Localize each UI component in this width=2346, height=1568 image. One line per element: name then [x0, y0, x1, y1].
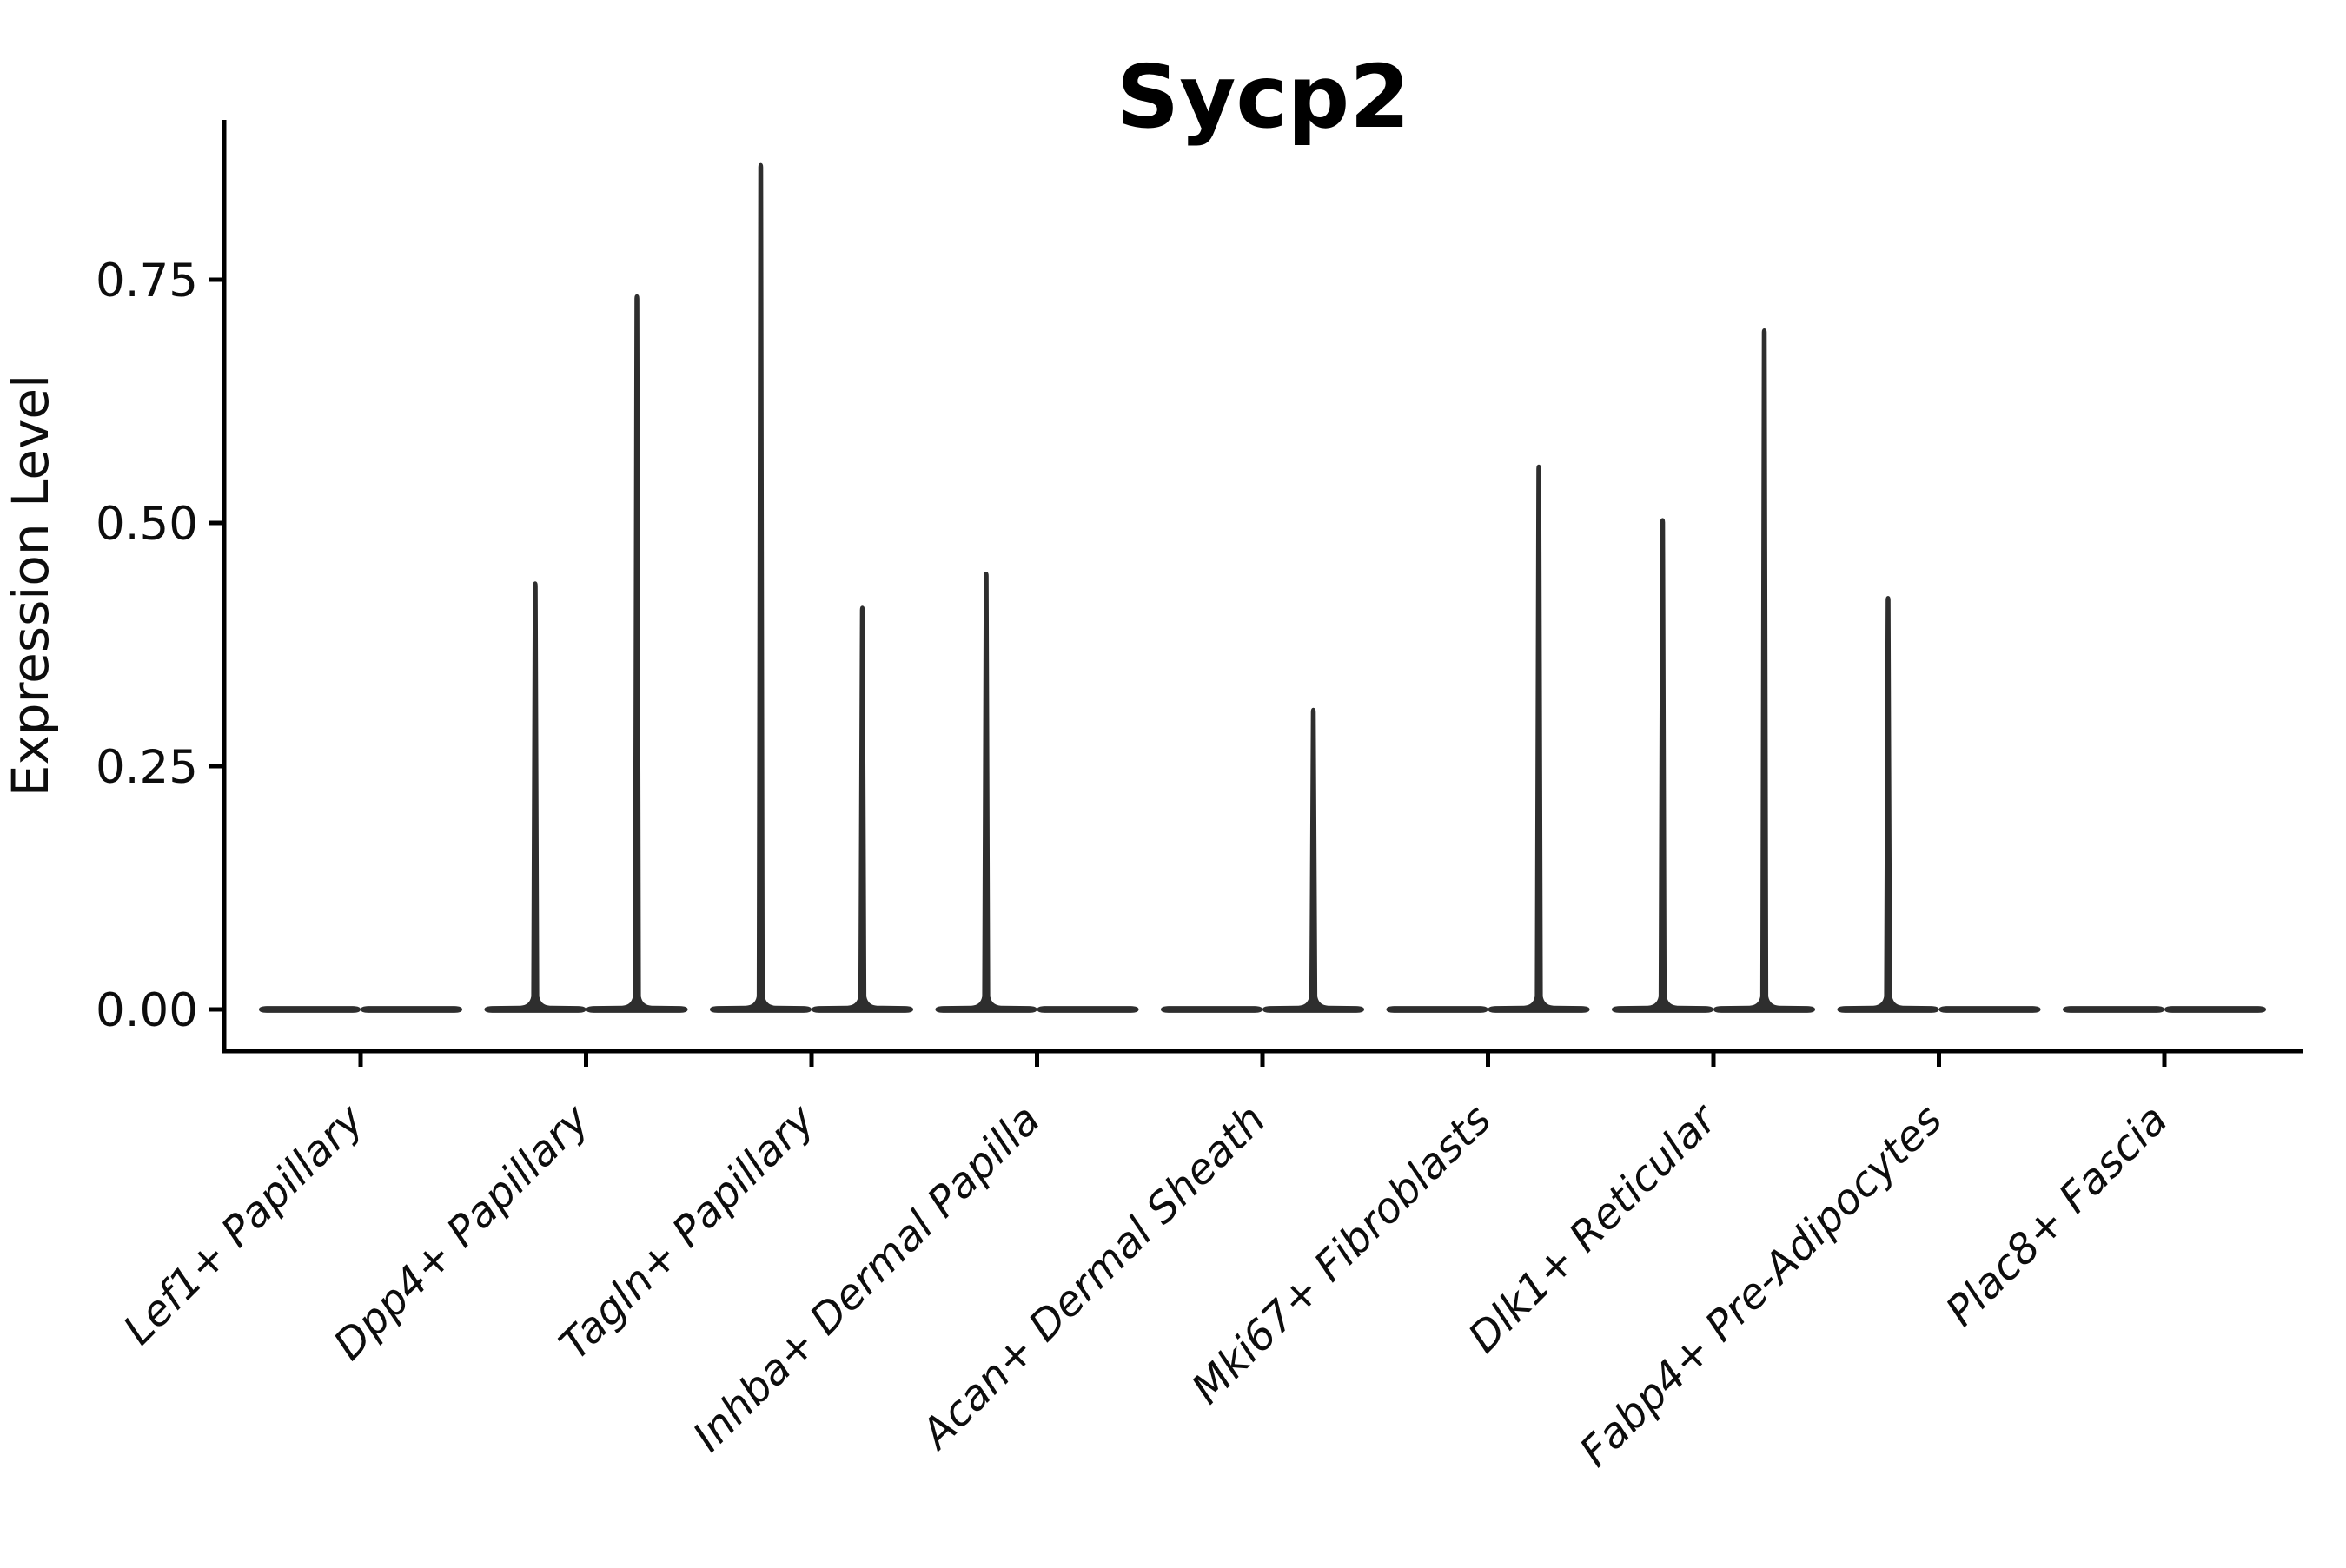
- violin-with-spike: [1488, 464, 1590, 1013]
- violin-with-spike: [1713, 328, 1815, 1013]
- violin-flat: [259, 1006, 361, 1013]
- violin-with-spike: [586, 294, 688, 1013]
- violin-with-spike: [1612, 518, 1713, 1013]
- violin-with-spike: [812, 605, 913, 1013]
- y-axis-label: Expression Level: [1, 374, 60, 797]
- violin-flat: [2063, 1006, 2164, 1013]
- violin-with-spike: [710, 162, 812, 1013]
- y-tick-label: 0.25: [96, 741, 198, 794]
- chart-title: Sycp2: [1117, 46, 1410, 148]
- violin-flat: [1037, 1006, 1139, 1013]
- y-tick-label: 0.00: [96, 984, 198, 1037]
- violin-with-spike: [935, 572, 1037, 1013]
- violin-flat: [361, 1006, 462, 1013]
- violin-with-spike: [1837, 596, 1939, 1013]
- violin-flat: [2164, 1006, 2266, 1013]
- y-tick-label: 0.75: [96, 255, 198, 308]
- x-tick-label: Fabp4+ Pre-Adipocytes: [1570, 1095, 1952, 1477]
- violin-flat: [1386, 1006, 1488, 1013]
- violin-with-spike: [484, 581, 586, 1013]
- y-tick-label: 0.50: [96, 498, 198, 551]
- violin-flat: [1938, 1006, 2041, 1013]
- violin-with-spike: [1262, 707, 1364, 1013]
- violin-flat: [1161, 1006, 1262, 1013]
- x-tick-label: Dlk1+ Reticular: [1459, 1094, 1728, 1363]
- x-tick-label: Plac8+ Fascia: [1937, 1095, 2177, 1336]
- x-tick-label: Lef1+ Papillary: [114, 1095, 374, 1354]
